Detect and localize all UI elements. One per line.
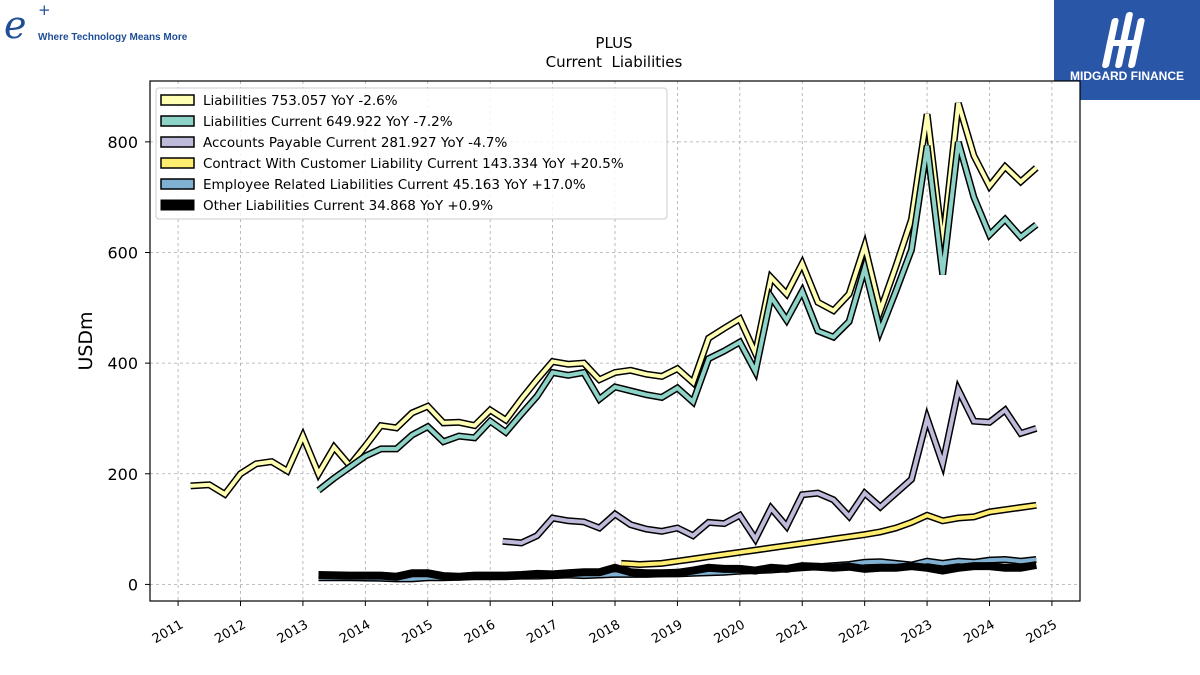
legend-entry: Accounts Payable Current 281.927 YoY -4.…: [203, 135, 508, 151]
legend-swatch: [160, 178, 195, 190]
series-line: [190, 102, 1038, 497]
x-tick-label: 2021: [774, 617, 810, 647]
series-5: [318, 561, 1038, 581]
y-axis-label: USDm: [75, 311, 97, 370]
x-tick-label: 2011: [150, 617, 186, 647]
legend-entry: Employee Related Liabilities Current 45.…: [203, 177, 586, 193]
x-tick-label: 2016: [462, 617, 498, 647]
chart-title: PLUS: [595, 34, 632, 52]
legend-swatch: [160, 199, 195, 211]
x-tick-label: 2012: [212, 617, 248, 647]
legend-entry: Liabilities 753.057 YoY -2.6%: [203, 93, 398, 109]
legend-swatch: [160, 94, 195, 106]
legend-entry: Liabilities Current 649.922 YoY -7.2%: [203, 114, 453, 130]
chart-subtitle: Current Liabilities: [546, 53, 683, 71]
x-tick-label: 2019: [649, 617, 685, 647]
midgard-finance-logo-text: MIDGARD FINANCE: [1070, 69, 1184, 83]
y-tick-label: 600: [107, 243, 138, 262]
x-tick-label: 2015: [400, 617, 436, 647]
eplus-logo-tagline: Where Technology Means More: [38, 32, 188, 43]
x-tick-label: 2020: [712, 617, 748, 647]
eplus-logo: e + Where Technology Means More: [4, 1, 188, 47]
x-tick-label: 2025: [1024, 617, 1060, 647]
y-tick-label: 800: [107, 133, 138, 152]
series-line: [502, 383, 1037, 545]
x-tick-label: 2013: [275, 617, 311, 647]
series-line: [317, 141, 1038, 492]
legend-swatch: [160, 157, 195, 169]
midgard-emblem-icon: [1102, 12, 1145, 68]
series-3: [620, 501, 1037, 569]
eplus-logo-symbol: e: [4, 3, 27, 47]
series-line: [318, 561, 1038, 581]
legend-entry: Contract With Customer Liability Current…: [203, 156, 624, 172]
eplus-logo-superscript: +: [38, 1, 51, 19]
x-tick-label: 2024: [961, 617, 997, 647]
x-tick-label: 2017: [524, 617, 560, 647]
x-tick-label: 2018: [587, 617, 623, 647]
legend: Liabilities 753.057 YoY -2.6% Liabilities…: [155, 87, 668, 220]
series-0: [190, 102, 1039, 499]
legend-entry: Other Liabilities Current 34.868 YoY +0.…: [203, 198, 493, 214]
legend-swatch: [160, 115, 195, 127]
legend-box: [155, 87, 668, 220]
series-2: [502, 379, 1038, 547]
series-line: [621, 503, 1037, 567]
x-tick-label: 2014: [337, 617, 373, 647]
legend-swatch: [160, 136, 195, 148]
series-1: [316, 140, 1039, 494]
series-layer: [190, 102, 1039, 583]
y-tick-label: 400: [107, 354, 138, 373]
x-tick-label: 2023: [899, 617, 935, 647]
x-tick-label: 2022: [837, 617, 873, 647]
y-tick-label: 200: [107, 465, 138, 484]
y-tick-label: 0: [128, 575, 138, 594]
